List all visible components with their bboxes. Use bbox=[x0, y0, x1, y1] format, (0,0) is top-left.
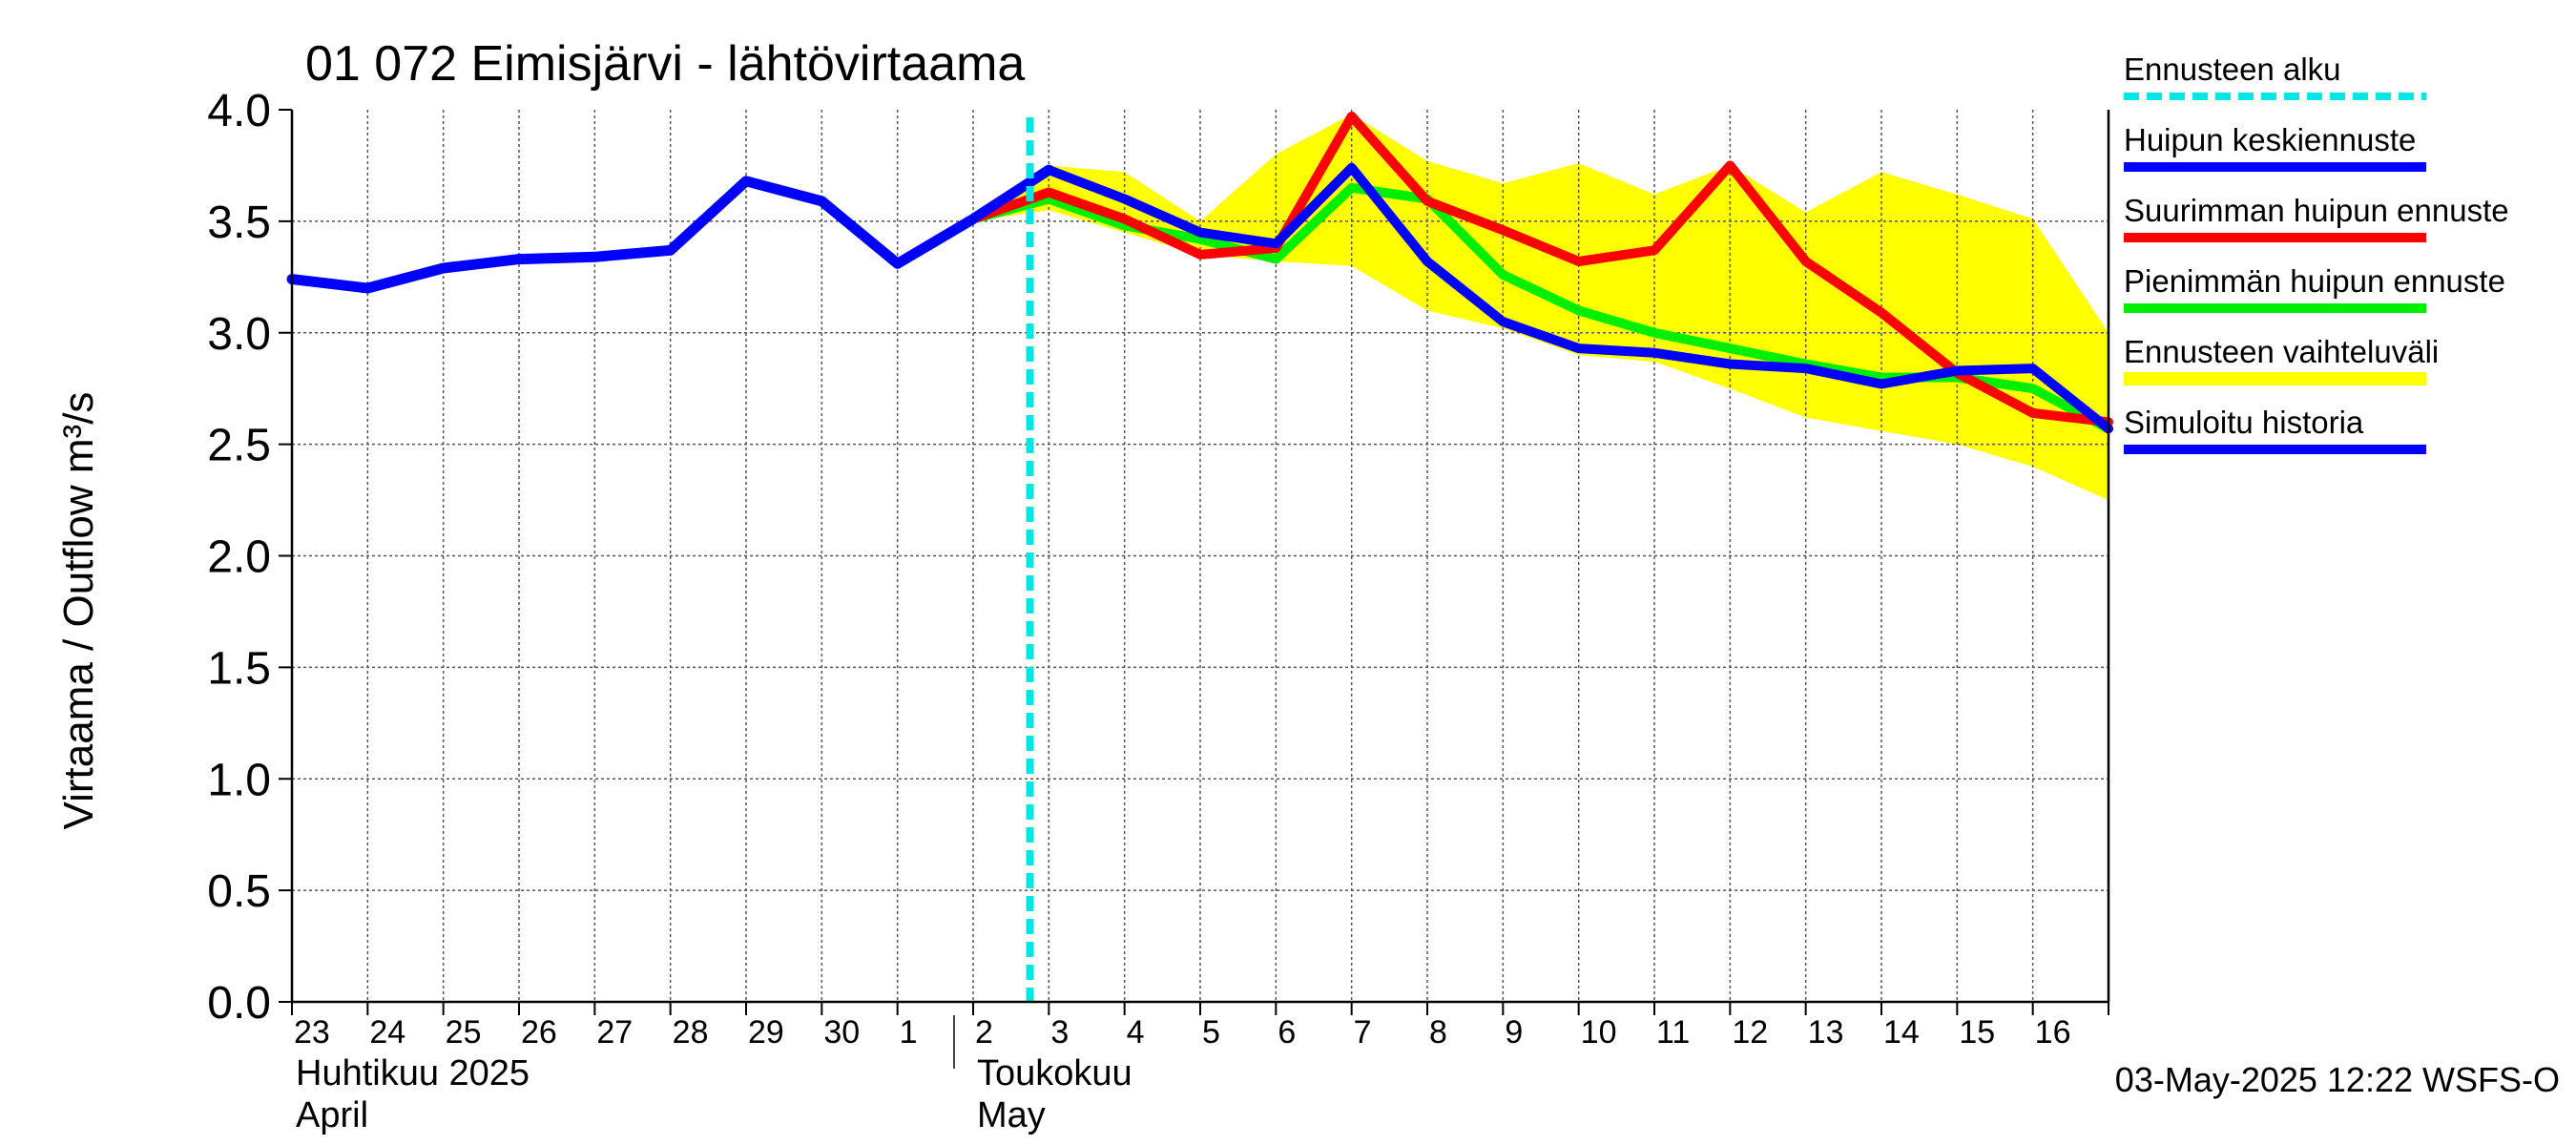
y-tick-label: 3.0 bbox=[207, 309, 271, 360]
x-tick-label: 10 bbox=[1581, 1014, 1617, 1051]
x-tick-label: 29 bbox=[748, 1014, 784, 1051]
legend-label: Ennusteen vaihteluväli bbox=[2124, 334, 2439, 369]
month-label-en: May bbox=[977, 1095, 1046, 1135]
x-tick-label: 9 bbox=[1505, 1014, 1523, 1051]
chart-title: 01 072 Eimisjärvi - lähtövirtaama bbox=[305, 36, 1025, 92]
series-line bbox=[286, 164, 1054, 294]
y-tick-label: 4.0 bbox=[207, 86, 271, 136]
legend-label: Simuloitu historia bbox=[2124, 405, 2364, 440]
y-tick-label: 3.5 bbox=[207, 198, 271, 248]
x-tick-label: 28 bbox=[673, 1014, 709, 1051]
x-tick-label: 15 bbox=[1959, 1014, 1995, 1051]
x-tick-label: 1 bbox=[900, 1014, 918, 1051]
series-line bbox=[968, 162, 2113, 434]
x-tick-label: 24 bbox=[369, 1014, 405, 1051]
x-tick-label: 3 bbox=[1050, 1014, 1069, 1051]
legend-label: Ennusteen alku bbox=[2124, 52, 2341, 87]
x-tick-label: 7 bbox=[1354, 1014, 1372, 1051]
series-layer bbox=[286, 112, 2113, 1002]
forecast-range-band bbox=[973, 114, 2109, 501]
month-label-fi: Toukokuu bbox=[977, 1053, 1132, 1093]
forecast-range-layer bbox=[973, 114, 2109, 501]
axis-layer: 0.00.51.01.52.02.53.03.54.023 24 25 26 27 28 2… bbox=[207, 86, 2110, 1135]
y-tick-label: 1.5 bbox=[207, 643, 271, 694]
x-tick-label: 16 bbox=[2035, 1014, 2071, 1051]
x-tick-label: 27 bbox=[596, 1014, 633, 1051]
x-tick-label: 11 bbox=[1656, 1014, 1690, 1051]
x-tick-label: 26 bbox=[521, 1014, 557, 1051]
legend: Ennusteen alku Huipun keskiennuste Suurimm… bbox=[2124, 52, 2509, 454]
x-tick-label: 5 bbox=[1202, 1014, 1220, 1051]
legend-swatch bbox=[2124, 372, 2426, 385]
x-tick-label: 2 bbox=[975, 1014, 993, 1051]
x-tick-label: 8 bbox=[1429, 1014, 1447, 1051]
x-tick-label: 13 bbox=[1808, 1014, 1844, 1051]
month-label-fi: Huhtikuu 2025 bbox=[296, 1053, 530, 1093]
x-tick-label: 23 bbox=[294, 1014, 330, 1051]
y-tick-label: 2.0 bbox=[207, 532, 271, 583]
legend-label: Huipun keskiennuste bbox=[2124, 122, 2416, 157]
x-tick-label: 25 bbox=[446, 1014, 482, 1051]
y-tick-label: 0.0 bbox=[207, 978, 271, 1029]
legend-label: Pienimmän huipun ennuste bbox=[2124, 263, 2505, 299]
y-tick-label: 0.5 bbox=[207, 866, 271, 917]
x-tick-label: 12 bbox=[1732, 1014, 1768, 1051]
legend-label: Suurimman huipun ennuste bbox=[2124, 193, 2509, 228]
y-axis-label: Virtaama / Outflow m³/s bbox=[55, 392, 102, 830]
x-tick-label: 6 bbox=[1278, 1014, 1296, 1051]
grid-layer bbox=[292, 110, 2109, 1002]
series-line bbox=[968, 112, 2113, 427]
x-tick-label: 30 bbox=[823, 1014, 860, 1051]
x-tick-label: 4 bbox=[1127, 1014, 1145, 1051]
month-label-en: April bbox=[296, 1095, 368, 1135]
x-tick-label: 14 bbox=[1883, 1014, 1920, 1051]
y-tick-label: 2.5 bbox=[207, 421, 271, 471]
timestamp-footer: 03-May-2025 12:22 WSFS-O bbox=[2115, 1060, 2560, 1099]
y-tick-label: 1.0 bbox=[207, 755, 271, 805]
